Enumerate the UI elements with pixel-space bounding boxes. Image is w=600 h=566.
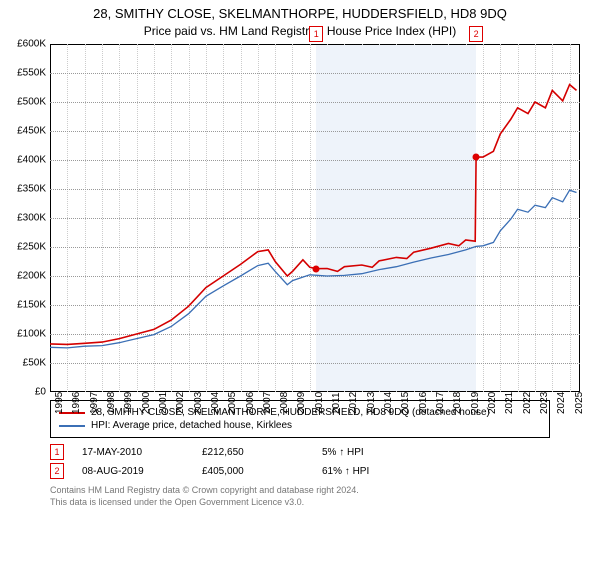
- y-axis-label: £100K: [17, 329, 46, 340]
- x-axis-label: 2006: [245, 392, 256, 414]
- y-axis-label: £350K: [17, 184, 46, 195]
- y-axis-label: £550K: [17, 68, 46, 79]
- y-axis-label: £150K: [17, 300, 46, 311]
- x-axis-label: 2024: [556, 392, 567, 414]
- sale-pct: 61% ↑ HPI: [322, 466, 442, 477]
- x-axis-label: 2025: [574, 392, 585, 414]
- sale-price: £212,650: [202, 447, 322, 458]
- x-axis-label: 2000: [141, 392, 152, 414]
- x-axis-label: 2014: [383, 392, 394, 414]
- y-axis-label: £500K: [17, 97, 46, 108]
- x-axis-label: 2002: [175, 392, 186, 414]
- sale-row: 2 08-AUG-2019£405,00061% ↑ HPI: [50, 463, 550, 479]
- x-axis-label: 1996: [71, 392, 82, 414]
- footer-attribution: Contains HM Land Registry data © Crown c…: [50, 485, 550, 508]
- x-axis-label: 2013: [366, 392, 377, 414]
- x-axis-label: 2010: [314, 392, 325, 414]
- x-axis-label: 2011: [331, 392, 342, 414]
- y-axis-label: £50K: [23, 358, 46, 369]
- x-axis-label: 2001: [158, 392, 169, 414]
- sale-dot: [473, 154, 480, 161]
- sale-row: 1 17-MAY-2010£212,6505% ↑ HPI: [50, 444, 550, 460]
- x-axis-label: 2023: [539, 392, 550, 414]
- x-axis-label: 2019: [470, 392, 481, 414]
- x-axis-label: 2021: [504, 392, 515, 414]
- sale-price: £405,000: [202, 466, 322, 477]
- x-axis-label: 2008: [279, 392, 290, 414]
- chart-subtitle: Price paid vs. HM Land Registry's House …: [0, 24, 600, 38]
- x-axis-label: 2007: [262, 392, 273, 414]
- sale-pct: 5% ↑ HPI: [322, 447, 442, 458]
- sales-table: 1 17-MAY-2010£212,6505% ↑ HPI 2 08-AUG-2019…: [50, 444, 550, 479]
- legend-series-2: HPI: Average price, detached house, Kirk…: [91, 420, 292, 431]
- sale-date: 17-MAY-2010: [82, 447, 202, 458]
- x-axis-label: 2016: [418, 392, 429, 414]
- sale-dot: [313, 265, 320, 272]
- x-axis-label: 1997: [89, 392, 100, 414]
- sale-marker: 2: [469, 26, 483, 42]
- x-axis-label: 2012: [348, 392, 359, 414]
- y-axis-label: £450K: [17, 126, 46, 137]
- x-axis-label: 2004: [210, 392, 221, 414]
- x-axis-label: 2015: [400, 392, 411, 414]
- y-axis-label: £300K: [17, 213, 46, 224]
- y-axis-label: £250K: [17, 242, 46, 253]
- x-axis-label: 2022: [522, 392, 533, 414]
- y-axis-label: £400K: [17, 155, 46, 166]
- x-axis-label: 2005: [227, 392, 238, 414]
- x-axis-label: 2009: [296, 392, 307, 414]
- x-axis-label: 1998: [106, 392, 117, 414]
- y-axis-label: £200K: [17, 271, 46, 282]
- sale-date: 08-AUG-2019: [82, 466, 202, 477]
- sale-index: 1: [50, 444, 64, 460]
- chart-title: 28, SMITHY CLOSE, SKELMANTHORPE, HUDDERS…: [0, 6, 600, 21]
- y-axis-label: £600K: [17, 39, 46, 50]
- x-axis-label: 2017: [435, 392, 446, 414]
- x-axis-label: 1995: [54, 392, 65, 414]
- x-axis-label: 2018: [452, 392, 463, 414]
- sale-marker: 1: [309, 26, 323, 42]
- y-axis-label: £0: [35, 387, 46, 398]
- x-axis-label: 2020: [487, 392, 498, 414]
- chart-lines: [50, 44, 580, 392]
- sale-index: 2: [50, 463, 64, 479]
- x-axis-label: 1999: [123, 392, 134, 414]
- plot-area: 12 £0£50K£100K£150K£200K£250K£300K£350K£…: [50, 44, 580, 392]
- x-axis-label: 2003: [193, 392, 204, 414]
